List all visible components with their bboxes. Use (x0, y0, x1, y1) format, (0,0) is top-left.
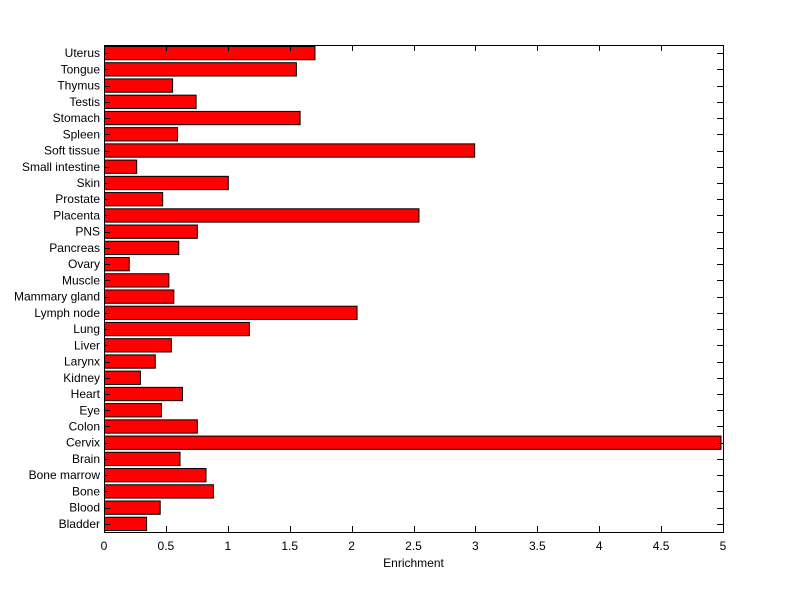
bar-skin (104, 175, 229, 191)
bar-brain (104, 451, 181, 467)
bar-colon (104, 419, 198, 434)
bar-soft-tissue (104, 143, 476, 158)
y-tick-label: Testis (69, 95, 100, 109)
bar-cervix (104, 435, 722, 450)
bar-lymph-node (104, 305, 358, 321)
bar-pns (104, 224, 198, 239)
y-tick-label: Muscle (62, 273, 100, 287)
y-tick-label: Liver (74, 338, 100, 352)
bar-uterus (104, 45, 316, 61)
x-tick-label: 4 (596, 539, 603, 553)
x-tick-label: 0 (101, 539, 108, 553)
x-axis-label: Enrichment (383, 556, 444, 570)
plot-frame (104, 45, 724, 533)
bar-heart (104, 386, 183, 402)
labels-group: Bladder Blood Bone Bone marrow Brain Cervix Co… (14, 46, 727, 553)
bar-stomach (104, 110, 301, 126)
bar-pancreas (104, 240, 180, 256)
y-tick-label: Spleen (63, 127, 100, 141)
bar-larynx (104, 354, 156, 369)
y-tick-label: Soft tissue (44, 144, 100, 158)
x-tick-label: 0.5 (158, 539, 175, 553)
y-tick-label: Eye (79, 403, 100, 417)
y-tick-label: PNS (75, 225, 100, 239)
x-tick-label: 3.5 (529, 539, 546, 553)
bar-lung (104, 321, 250, 337)
y-tick-label: Kidney (63, 371, 100, 385)
bar-prostate (104, 192, 164, 207)
y-tick-label: Blood (69, 501, 100, 515)
y-tick-label: Lymph node (34, 306, 100, 320)
bar-tongue (104, 62, 297, 77)
bar-liver (104, 338, 172, 353)
y-tick-label: Tongue (61, 62, 101, 76)
bar-blood (104, 500, 161, 515)
y-tick-label: Placenta (53, 208, 100, 222)
y-tick-label: Bladder (59, 517, 100, 531)
y-tick-label: Cervix (66, 436, 100, 450)
bar-bone-marrow (104, 468, 207, 483)
y-tick-label: Ovary (68, 257, 100, 271)
bar-testis (104, 94, 197, 109)
y-tick-label: Prostate (55, 192, 100, 206)
x-tick-label: 1 (224, 539, 231, 553)
x-tick-label: 1.5 (281, 539, 298, 553)
y-tick-label: Skin (77, 176, 100, 190)
y-tick-label: Heart (71, 387, 101, 401)
bar-placenta (104, 208, 420, 223)
bar-bladder (104, 516, 148, 532)
bar-eye (104, 403, 162, 418)
bar-thymus (104, 78, 174, 93)
bar-bone (104, 484, 214, 499)
bar-small-intestine (104, 159, 138, 174)
y-tick-label: Bone (72, 484, 100, 498)
x-tick-label: 4.5 (653, 539, 670, 553)
y-tick-label: Small intestine (22, 160, 100, 174)
y-tick-label: Uterus (65, 46, 100, 60)
y-tick-label: Stomach (53, 111, 100, 125)
bars-group (104, 45, 722, 532)
x-tick-label: 2 (348, 539, 355, 553)
y-tick-label: Lung (73, 322, 100, 336)
bar-mammary-gland (104, 289, 175, 304)
x-tick-label: 3 (472, 539, 479, 553)
y-tick-label: Pancreas (49, 241, 100, 255)
y-tick-label: Colon (69, 419, 100, 433)
y-tick-label: Bone marrow (29, 468, 101, 482)
y-tick-label: Mammary gland (14, 290, 100, 304)
bar-kidney (104, 370, 141, 385)
y-tick-label: Larynx (64, 355, 100, 369)
x-tick-label: 2.5 (405, 539, 422, 553)
y-tick-label: Thymus (57, 79, 100, 93)
x-tick-label: 5 (720, 539, 727, 553)
bar-spleen (104, 127, 179, 142)
bar-muscle (104, 273, 170, 288)
y-tick-label: Brain (72, 452, 100, 466)
